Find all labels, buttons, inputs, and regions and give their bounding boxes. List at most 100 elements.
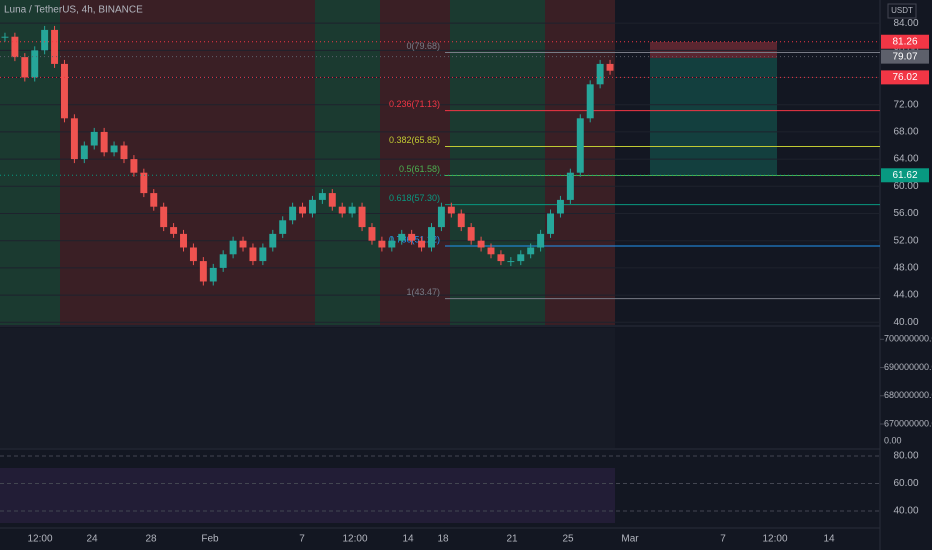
session-down [380, 0, 450, 325]
candle-body [160, 206, 168, 228]
target-zone [650, 58, 777, 175]
x-tick-label: 7 [720, 534, 726, 545]
candle-body [447, 206, 455, 214]
candle-body [21, 57, 29, 78]
price-tag-label: 61.62 [892, 170, 917, 181]
volume-tick-label: 680000000.00 [884, 390, 932, 400]
candle-body [11, 36, 19, 58]
session-background [0, 0, 777, 523]
candle-body [189, 247, 197, 262]
volume-pane [0, 328, 615, 448]
candle-body [527, 247, 535, 255]
candle-body [150, 193, 158, 207]
candle-body [110, 145, 118, 153]
candle-body [140, 172, 148, 194]
fib-label: 1(43.47) [406, 287, 440, 297]
candle-body [338, 206, 346, 214]
candle-body [537, 233, 545, 248]
candle-body [279, 220, 287, 234]
fib-label: 0(79.68) [406, 41, 440, 51]
fib-label: 0.382(65.85) [389, 135, 440, 145]
candle-body [120, 145, 128, 160]
candle-body [358, 206, 366, 228]
fib-label: 0.618(57.30) [389, 193, 440, 203]
session-up [0, 0, 60, 325]
y-tick-label: 72.00 [893, 99, 918, 110]
rsi-band [0, 468, 615, 523]
currency-box [887, 3, 917, 19]
candle-body [477, 240, 485, 248]
y-tick-label: 52.00 [893, 235, 918, 246]
volume-tick-label: 700000000.00 [884, 334, 932, 344]
candle-body [388, 240, 396, 248]
x-tick-label: 12:00 [762, 534, 787, 545]
candle-body [556, 199, 564, 214]
candle-body [398, 233, 406, 241]
y-tick-label: 60.00 [893, 181, 918, 192]
candle-body [586, 84, 594, 119]
candle-body [259, 247, 267, 262]
candle-body [378, 240, 386, 248]
candle-body [408, 233, 416, 241]
y-tick-label: 44.00 [893, 290, 918, 301]
candle-body [80, 145, 88, 160]
y-tick-label: 56.00 [893, 208, 918, 219]
x-tick-label: 24 [86, 534, 98, 545]
candle-body [308, 199, 316, 214]
y-tick-label: 48.00 [893, 263, 918, 274]
candle-body [239, 240, 247, 248]
candle-body [61, 63, 68, 119]
x-tick-label: 21 [506, 534, 518, 545]
y-tick-label: 84.00 [893, 18, 918, 29]
x-tick-label: 14 [823, 534, 835, 545]
candle-body [100, 131, 108, 153]
candle-body [170, 227, 178, 234]
price-tag-label: 76.02 [892, 72, 917, 83]
candle-body [219, 254, 227, 268]
y-tick-label: 64.00 [893, 154, 918, 165]
candle-body [576, 118, 584, 173]
candle-body [299, 206, 307, 214]
candle-body [487, 247, 495, 255]
candle-body [596, 63, 604, 85]
candle-body [457, 213, 465, 228]
candle-body [428, 227, 435, 248]
candle-body [130, 159, 138, 173]
candle-body [51, 29, 59, 64]
price-tag [881, 168, 929, 183]
candle-body [507, 261, 515, 263]
candle-body [90, 131, 98, 146]
candle-body [517, 254, 525, 262]
candle-body [566, 172, 574, 200]
x-tick-label: 7 [299, 534, 305, 545]
candle-body [497, 254, 505, 262]
oscillator-tick-label: 0.00 [884, 435, 902, 445]
candle-body [1, 36, 9, 38]
price-tag-label: 79.07 [892, 51, 917, 62]
session-up [450, 0, 545, 325]
candle-body [606, 63, 614, 71]
x-tick-label: 12:00 [27, 534, 52, 545]
candle-body [418, 240, 426, 248]
session-up [315, 0, 380, 325]
candle-body [70, 118, 78, 160]
price-tag [881, 70, 929, 85]
fib-label: 0.5(61.58) [399, 164, 440, 174]
candle-body [199, 261, 207, 282]
price-tag [881, 49, 929, 64]
rsi-tick-label: 80.00 [893, 451, 918, 462]
candle-body [348, 206, 356, 214]
candle-body [289, 206, 297, 221]
price-tag [881, 34, 929, 49]
candle-body [180, 233, 187, 248]
candle-body [31, 50, 39, 78]
chart-title: Luna / TetherUS, 4h, BINANCE [4, 5, 143, 16]
candle-body [269, 233, 277, 248]
candle-body [249, 247, 257, 262]
volume-tick-label: 670000000.00 [884, 418, 932, 428]
x-tick-label: 12:00 [342, 534, 367, 545]
fib-label: 0.236(71.13) [389, 99, 440, 109]
volume-tick-label: 690000000.00 [884, 362, 932, 372]
session-down [60, 0, 315, 325]
